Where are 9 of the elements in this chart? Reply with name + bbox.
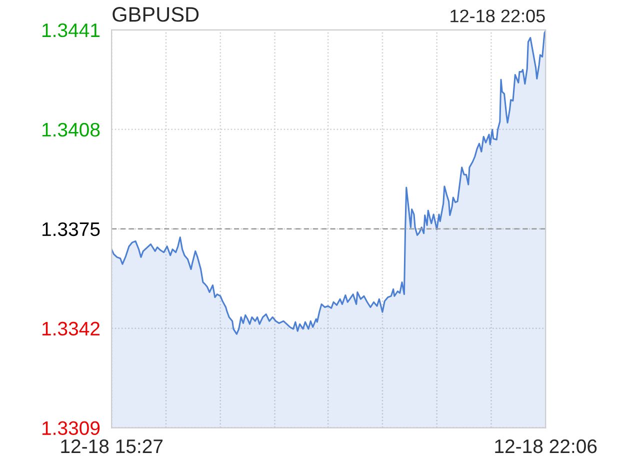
x-tick-label: 12-18 15:27 bbox=[61, 439, 163, 454]
y-tick-label: 1.3375 bbox=[42, 222, 100, 236]
text: 12-18 22:05 bbox=[450, 10, 545, 22]
y-tick-label: 1.3408 bbox=[42, 122, 100, 137]
y-tick-label: 1.3342 bbox=[42, 322, 100, 336]
chart-title: GBPUSD bbox=[112, 7, 199, 22]
x-tick-label: 12-18 22:06 bbox=[495, 439, 597, 454]
y-tick-label: 1.3309 bbox=[42, 421, 100, 436]
y-tick-label: 1.3441 bbox=[42, 23, 100, 38]
